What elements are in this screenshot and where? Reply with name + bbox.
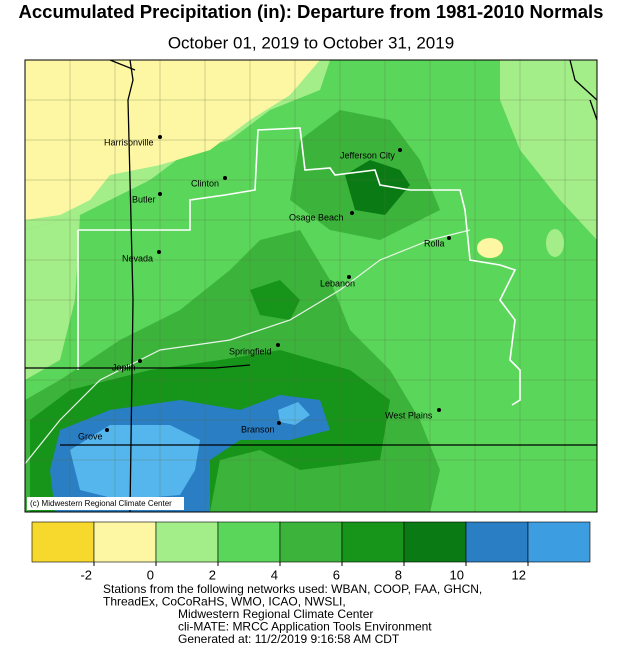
light-green-area xyxy=(500,60,597,240)
highway xyxy=(25,229,471,465)
city-dot xyxy=(223,176,227,180)
subtitle: October 01, 2019 to October 31, 2019 xyxy=(168,33,454,52)
city-dot xyxy=(350,211,354,215)
city-label: West Plains xyxy=(385,410,433,420)
legend-box xyxy=(279,521,343,563)
legend-tick-label: 10 xyxy=(450,567,464,582)
footer-line: Midwestern Regional Climate Center xyxy=(178,607,373,621)
legend-box xyxy=(341,521,405,563)
footer-line: Stations from the following networks use… xyxy=(103,582,482,596)
city-dot xyxy=(277,421,281,425)
city-dot xyxy=(157,250,161,254)
map: Harrisonville Jefferson City Clinton But… xyxy=(24,59,598,513)
footer-line: ThreadEx, CoCoRaHS, WMO, ICAO, NWSLI, xyxy=(103,595,346,609)
light-green-spot xyxy=(546,229,564,257)
city-label: Springfield xyxy=(229,346,272,356)
city-dot xyxy=(447,236,451,240)
city-label: Harrisonville xyxy=(104,137,154,147)
city-label: Joplin xyxy=(112,362,136,372)
state-boundaries xyxy=(25,60,597,512)
city-label: Branson xyxy=(241,424,275,434)
city-label: Nevada xyxy=(122,253,153,263)
light-blue-area xyxy=(70,425,200,500)
city-dot xyxy=(437,408,441,412)
city-dot xyxy=(158,135,162,139)
city-label: Grove xyxy=(78,431,103,441)
city-dot xyxy=(138,359,142,363)
legend-box xyxy=(465,521,529,563)
legend-tick-label: 8 xyxy=(395,567,402,582)
legend-tick-label: 12 xyxy=(512,567,526,582)
region-boundary xyxy=(77,127,521,406)
legend-box xyxy=(403,521,467,563)
city-dot xyxy=(398,148,402,152)
footer-line: Generated at: 11/2/2019 9:16:58 AM CDT xyxy=(178,632,400,644)
legend-box xyxy=(93,521,157,563)
city-dot xyxy=(276,343,280,347)
map-frame xyxy=(24,59,598,513)
footer-line: cli-MATE: MRCC Application Tools Environ… xyxy=(178,620,432,634)
city-dot xyxy=(105,428,109,432)
city-label: Osage Beach xyxy=(289,212,344,222)
legend-tick-label: 2 xyxy=(209,567,216,582)
city-label: Lebanon xyxy=(320,278,355,288)
legend-box xyxy=(155,521,219,563)
footer: Stations from the following networks use… xyxy=(103,582,482,646)
city-label: Clinton xyxy=(191,178,219,188)
legend-tick-label: 4 xyxy=(271,567,278,582)
light-green-area xyxy=(25,215,80,380)
legend-tick-label: 6 xyxy=(333,567,340,582)
credit-box xyxy=(27,497,184,510)
city-label: Jefferson City xyxy=(340,150,395,160)
city-label: Rolla xyxy=(424,238,445,248)
light-blue-area xyxy=(278,402,310,425)
city-dot xyxy=(158,192,162,196)
city-dot xyxy=(347,275,351,279)
credit: (c) Midwestern Regional Climate Center xyxy=(30,499,172,508)
legend: -2 0 2 4 6 8 10 12 xyxy=(31,521,591,582)
county-lines xyxy=(25,60,597,512)
legend-box xyxy=(527,521,591,563)
legend-tick-label: -2 xyxy=(80,567,92,582)
title: Accumulated Precipitation (in): Departur… xyxy=(19,1,604,22)
cities: Harrisonville Jefferson City Clinton But… xyxy=(78,135,451,441)
city-label: Butler xyxy=(132,194,156,204)
legend-box xyxy=(217,521,281,563)
legend-box xyxy=(31,521,95,563)
legend-tick-label: 0 xyxy=(147,567,154,582)
dark-green-area xyxy=(345,160,410,215)
yellow-spot xyxy=(477,238,503,258)
